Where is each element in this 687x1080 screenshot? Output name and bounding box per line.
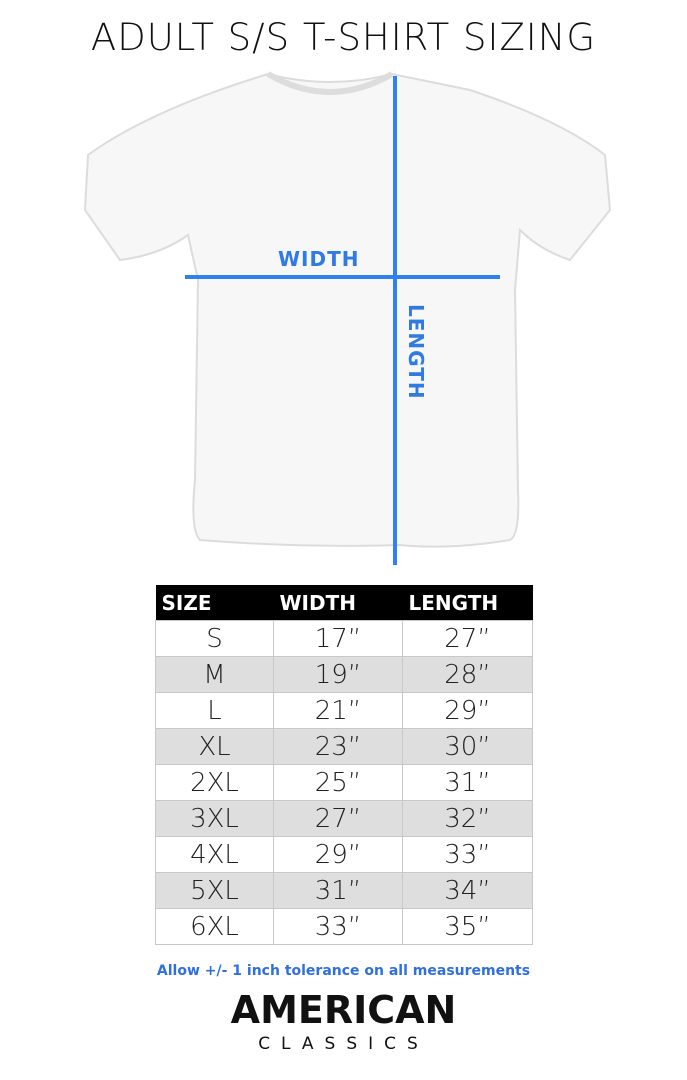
cell-width: 33” (273, 908, 403, 945)
length-label: LENGTH (404, 304, 428, 400)
table-row: 6XL 33” 35” (155, 908, 533, 945)
cell-length: 28” (402, 656, 533, 693)
cell-width: 29” (273, 836, 403, 873)
page-title: ADULT S/S T-SHIRT SIZING (90, 16, 597, 59)
cell-length: 27” (402, 620, 533, 657)
tshirt-diagram (83, 71, 612, 565)
tolerance-note: Allow +/- 1 inch tolerance on all measur… (156, 963, 531, 979)
cell-width: 21” (273, 692, 403, 729)
header-size: SIZE (155, 585, 274, 621)
cell-size: M (155, 656, 274, 693)
tshirt-shape (83, 72, 612, 548)
logo-american: AMERICAN (230, 988, 457, 1032)
cell-length: 29” (402, 692, 533, 729)
tshirt-collar (266, 71, 394, 95)
table-row: M 19” 28” (155, 656, 533, 693)
cell-size: XL (155, 728, 274, 765)
table-row: 5XL 31” 34” (155, 872, 533, 909)
cell-length: 32” (402, 800, 533, 837)
cell-width: 19” (273, 656, 403, 693)
cell-size: 5XL (155, 872, 274, 909)
cell-length: 33” (402, 836, 533, 873)
header-width: WIDTH (273, 585, 403, 621)
cell-width: 17” (273, 620, 403, 657)
table-row: XL 23” 30” (155, 728, 533, 765)
table-row: 3XL 27” 32” (155, 800, 533, 837)
cell-size: S (155, 620, 274, 657)
cell-length: 34” (402, 872, 533, 909)
cell-size: 3XL (155, 800, 274, 837)
size-table: SIZE WIDTH LENGTH S 17” 27” M 19” 28” L 21” 29” X… (155, 585, 533, 945)
table-row: 2XL 25” 31” (155, 764, 533, 801)
cell-size: 2XL (155, 764, 274, 801)
cell-width: 25” (273, 764, 403, 801)
cell-size: L (155, 692, 274, 729)
table-row: S 17” 27” (155, 620, 533, 657)
table-row: 4XL 29” 33” (155, 836, 533, 873)
cell-size: 6XL (155, 908, 274, 945)
cell-width: 31” (273, 872, 403, 909)
table-row: L 21” 29” (155, 692, 533, 729)
logo-classics: CLASSICS (258, 1034, 429, 1054)
cell-size: 4XL (155, 836, 274, 873)
cell-length: 35” (402, 908, 533, 945)
cell-length: 30” (402, 728, 533, 765)
header-length: LENGTH (402, 585, 533, 621)
width-label: WIDTH (278, 247, 360, 271)
cell-width: 27” (273, 800, 403, 837)
cell-length: 31” (402, 764, 533, 801)
cell-width: 23” (273, 728, 403, 765)
